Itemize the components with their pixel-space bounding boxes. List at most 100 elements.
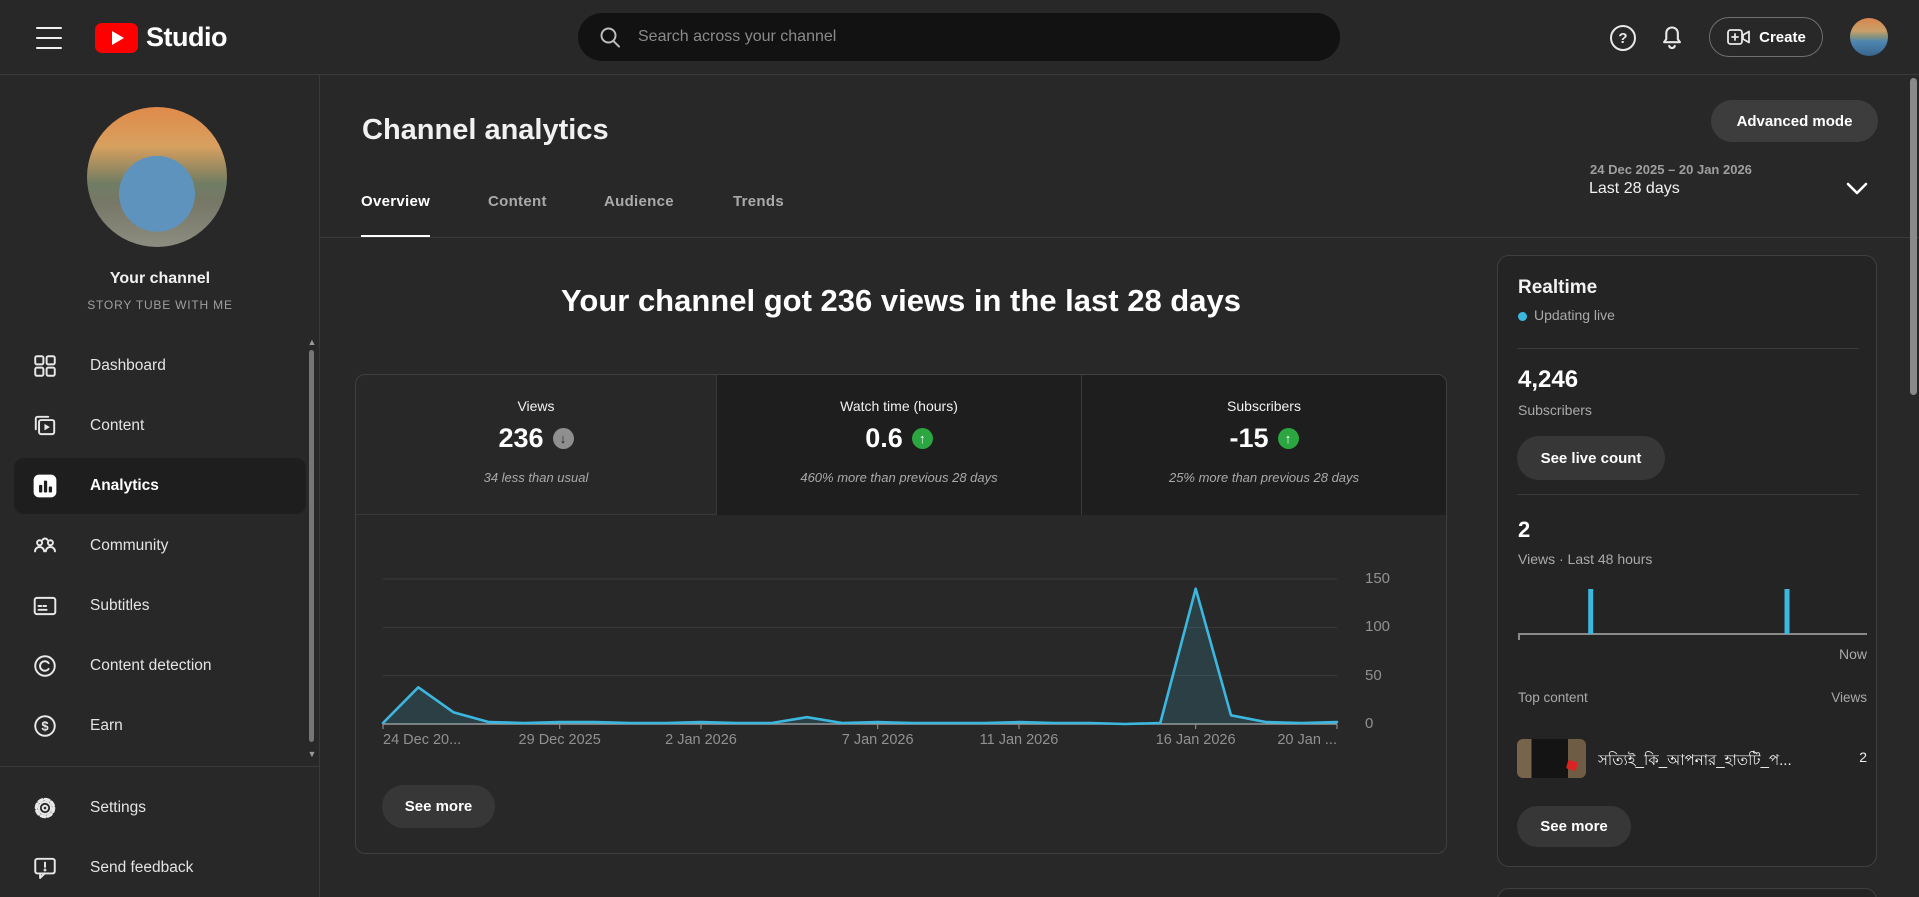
analytics-headline: Your channel got 236 views in the last 2… [561,283,1241,318]
top-content-label: Top content [1518,690,1588,705]
video-title: সত্যিই_কি_আপনার_হাতটি_প... [1598,752,1792,769]
search-icon [600,27,620,48]
subscriber-label: Subscribers [1518,402,1592,418]
account-avatar[interactable] [1850,18,1888,56]
page-title: Channel analytics [362,114,609,146]
sidebar-item-label: Subtitles [90,597,150,614]
search-input[interactable] [638,28,1278,46]
notifications-button[interactable] [1655,21,1689,55]
advanced-mode-button[interactable]: Advanced mode [1711,100,1878,142]
metric-note: 460% more than previous 28 days [800,470,998,485]
analytics-icon [32,473,58,499]
metric-label: Watch time (hours) [840,398,958,414]
scroll-down-icon[interactable]: ▼ [307,749,317,759]
sidebar-item-content-detection[interactable]: Content detection [0,636,320,696]
date-range-text: 24 Dec 2025 – 20 Jan 2026 [1590,162,1752,177]
tab-overview[interactable]: Overview [361,193,431,238]
sidebar-scrollbar[interactable] [309,350,314,742]
realtime-divider-2 [1517,494,1859,495]
top-content-row[interactable]: সত্যিই_কি_আপনার_হাতটি_প... 2 [1517,738,1867,780]
sidebar-item-settings[interactable]: Settings [0,778,320,838]
svg-text:$: $ [41,719,49,734]
sidebar-item-earn[interactable]: $ Earn [0,696,320,756]
metric-tab-subscribers[interactable]: Subscribers -15 ↑ 25% more than previous 28… [1081,375,1446,515]
main-scrollbar[interactable] [1910,78,1917,395]
sidebar-item-community[interactable]: Community [0,516,320,576]
tabs-divider [320,237,1919,238]
tab-content[interactable]: Content [488,193,547,210]
scroll-up-icon[interactable]: ▲ [307,337,317,347]
trend-up-icon: ↑ [1277,428,1299,449]
sidebar-footer-nav: Settings Send feedback [0,778,320,897]
sidebar-item-label: Content [90,417,145,434]
chevron-down-icon [1846,182,1868,195]
x-tick-label: 11 Jan 2026 [979,732,1059,748]
realtime-bar-chart [1518,585,1867,641]
community-icon [32,533,58,559]
content-detection-icon [32,653,58,679]
realtime-card: Realtime Updating live 4,246 Subscribers… [1497,255,1877,867]
metric-label: Subscribers [1227,398,1301,414]
date-range-picker[interactable]: 24 Dec 2025 – 20 Jan 2026 Last 28 days [1578,156,1878,214]
create-button-label: Create [1759,28,1806,46]
help-button[interactable]: ? [1606,21,1640,55]
hamburger-menu-icon[interactable] [34,24,64,52]
earn-icon: $ [32,713,58,739]
subtitles-icon [32,593,58,619]
metric-value: 0.6 [865,423,903,453]
views-48h-label: Views · Last 48 hours [1518,551,1653,567]
views-48h-count: 2 [1518,517,1531,542]
date-preset-text: Last 28 days [1589,180,1680,197]
metric-value: 236 [498,423,544,453]
video-thumbnail [1517,739,1586,778]
sidebar-item-label: Earn [90,717,123,734]
views-line-chart [371,557,1371,747]
bell-icon [1663,26,1681,50]
youtube-play-icon [95,22,138,53]
channel-avatar[interactable] [87,107,227,247]
sidebar-item-label: Dashboard [90,357,166,374]
views-column-label: Views [1831,690,1867,705]
metric-note: 25% more than previous 28 days [1168,470,1360,485]
tab-audience[interactable]: Audience [604,193,674,210]
channel-name: STORY TUBE WITH ME [87,298,233,312]
metric-tab-views[interactable]: Views 236 ↓ 34 less than usual [356,375,716,515]
channel-title: Your channel [109,270,211,287]
realtime-divider [1517,348,1859,349]
realtime-status: Updating live [1534,307,1615,323]
y-tick-label: 100 [1365,618,1391,636]
sidebar-item-send-feedback[interactable]: Send feedback [0,838,320,897]
settings-icon [32,795,58,821]
top-bar: Studio ? Create [0,0,1919,75]
metric-tab-watch-time-hours-[interactable]: Watch time (hours) 0.6 ↑ 460% more than pre… [716,375,1081,515]
sidebar-item-analytics[interactable]: Analytics [0,456,320,516]
metric-note: 34 less than usual [483,470,589,485]
sidebar-item-label: Community [90,537,169,554]
video-views: 2 [1859,749,1867,765]
help-icon: ? [1610,25,1636,51]
next-card-partial [1497,888,1877,897]
sidebar-item-label: Send feedback [90,859,194,876]
search-bar[interactable] [578,13,1340,61]
sidebar-item-label: Analytics [90,477,159,494]
sidebar-nav: Dashboard Content Analytics Community Subtit… [0,336,320,756]
metric-value: -15 [1229,423,1269,453]
brand-text: Studio [146,22,227,52]
y-tick-label: 0 [1365,715,1374,732]
metric-label: Views [517,398,555,414]
sidebar-item-dashboard[interactable]: Dashboard [0,336,320,396]
tab-trends[interactable]: Trends [733,193,784,210]
see-more-button[interactable]: See more [382,785,495,828]
studio-logo[interactable]: Studio [95,22,227,53]
y-tick-label: 50 [1365,666,1382,684]
realtime-see-more-button[interactable]: See more [1517,806,1631,847]
x-tick-label: 24 Dec 20... [383,732,462,748]
send-feedback-icon [32,855,58,881]
create-button[interactable]: Create [1709,17,1823,57]
live-dot-icon [1518,312,1527,321]
sidebar-item-subtitles[interactable]: Subtitles [0,576,320,636]
sidebar-item-label: Content detection [90,657,212,674]
sidebar-item-content[interactable]: Content [0,396,320,456]
see-live-count-button[interactable]: See live count [1517,436,1665,480]
